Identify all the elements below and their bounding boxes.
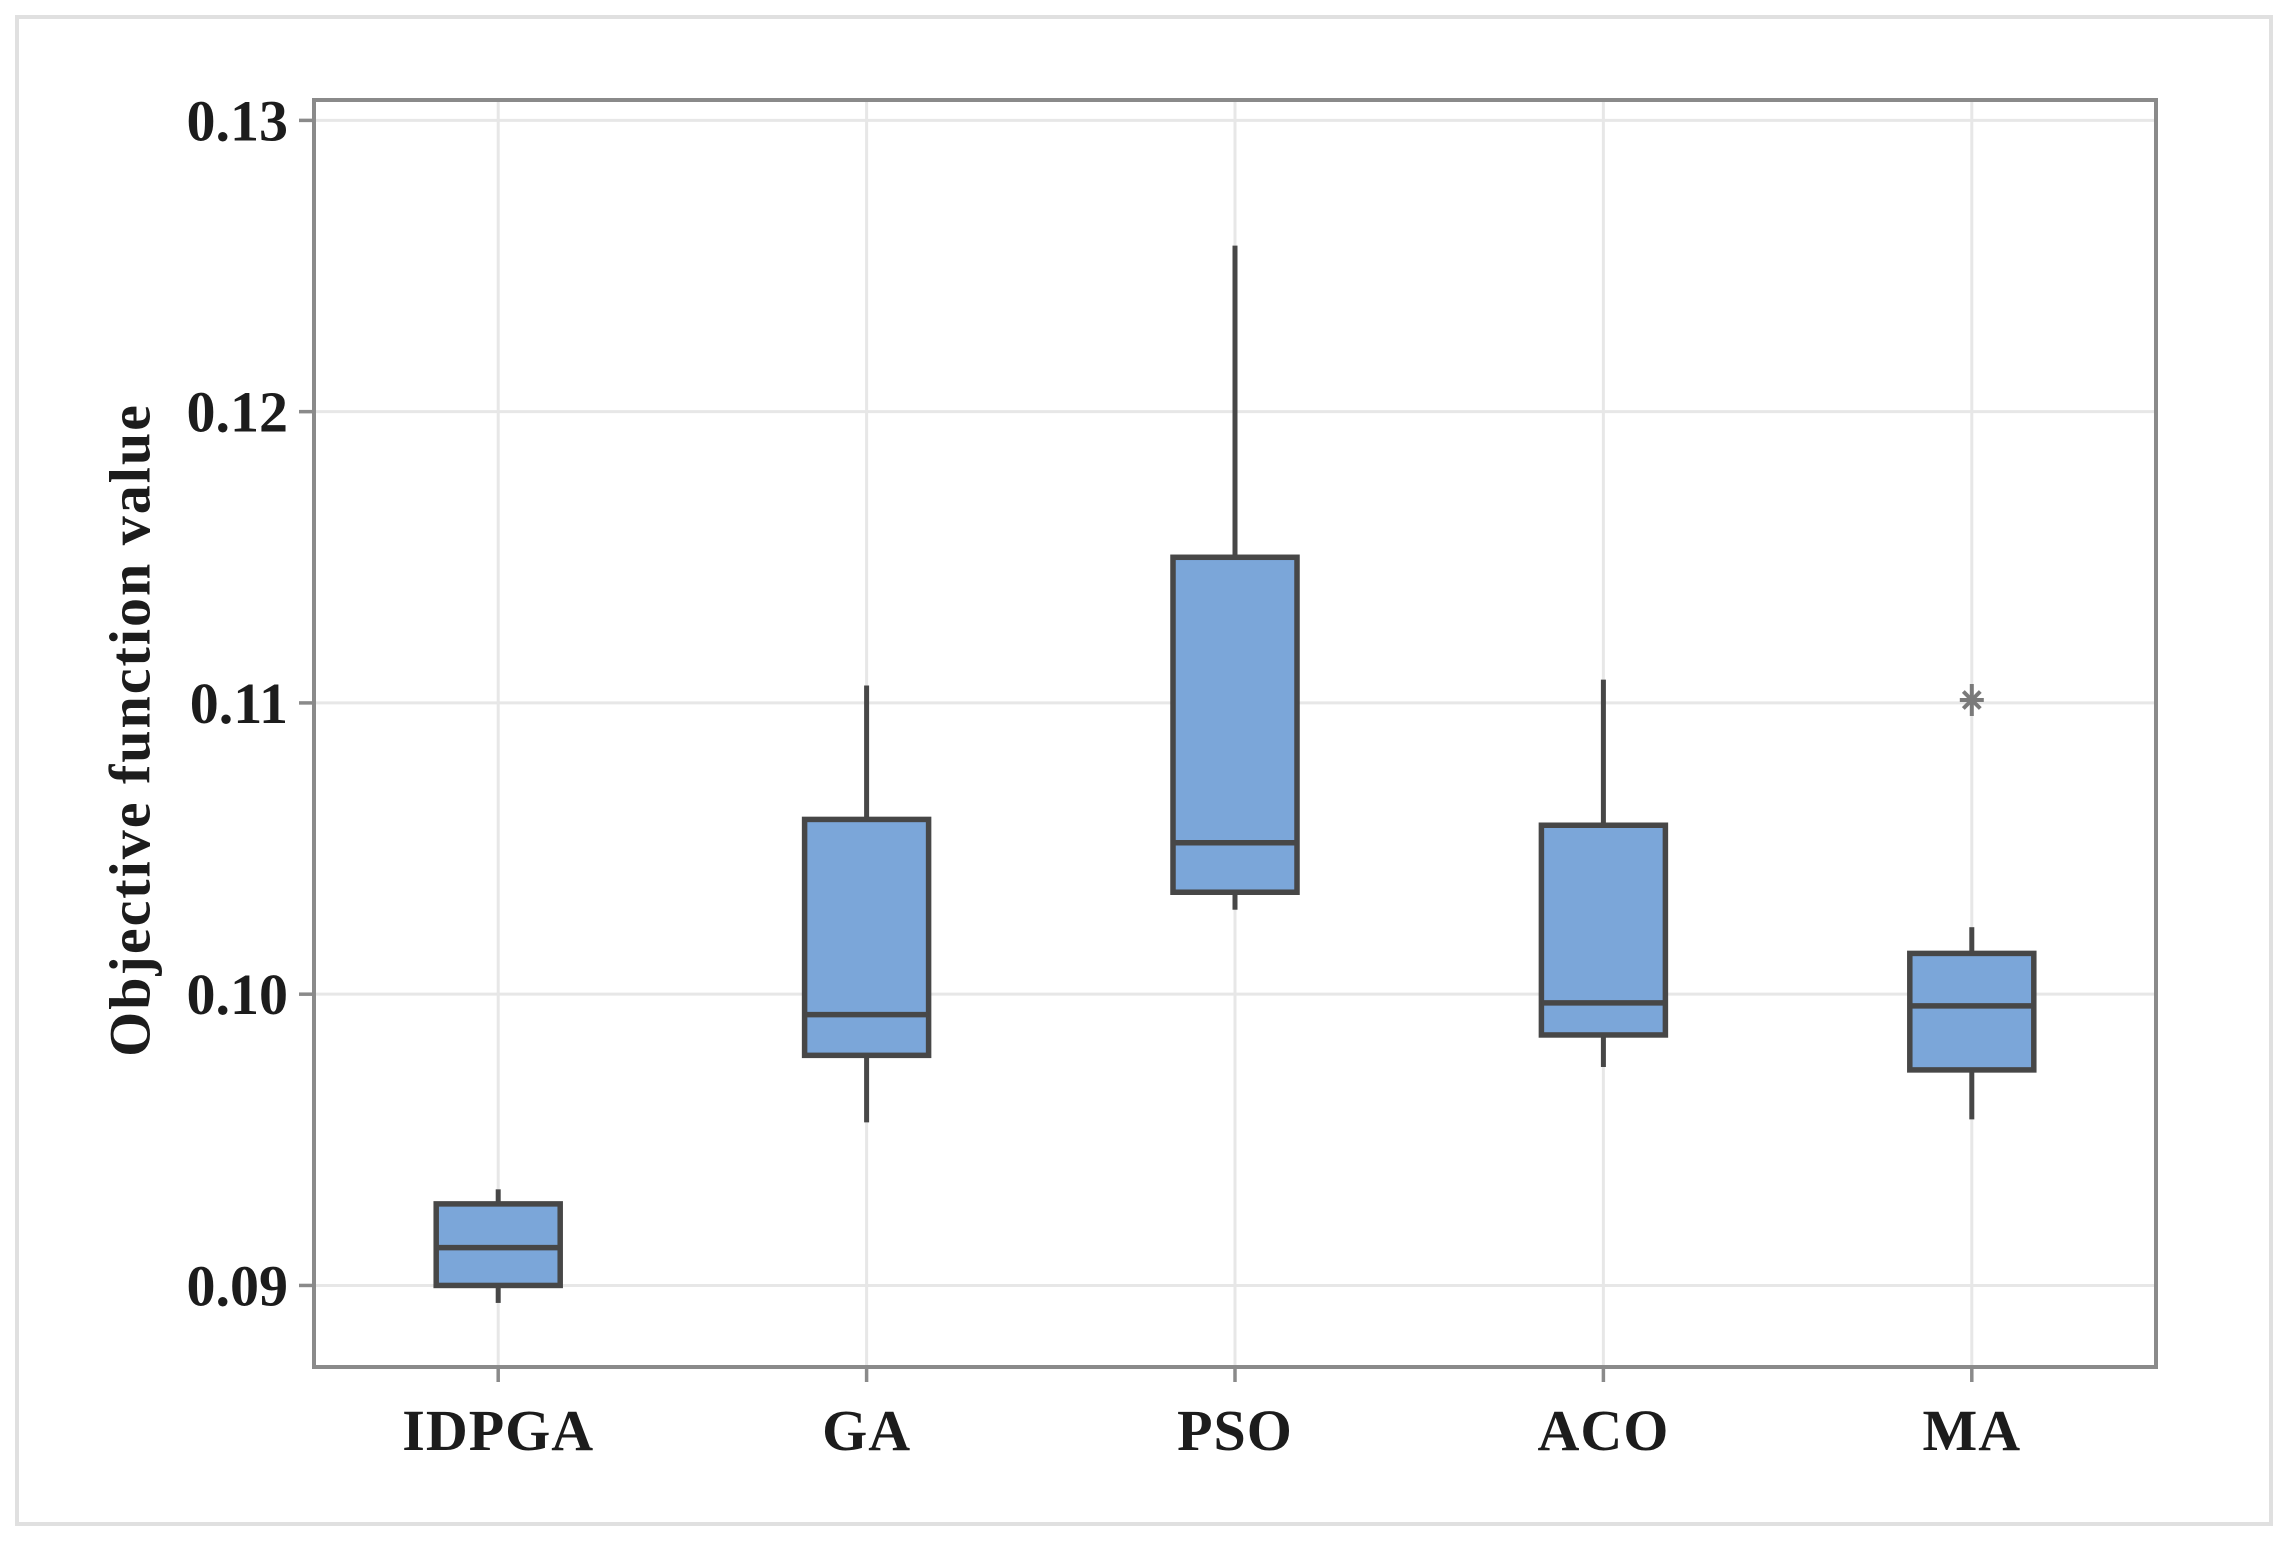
x-category-label: GA [822,1398,911,1463]
outlier-stroke [1961,690,1982,710]
y-tick-label: 0.10 [187,962,289,1027]
y-tick-label: 0.12 [187,380,289,445]
box-ACO [1538,822,1669,1038]
box-MA [1907,950,2037,1073]
box-IDPGA [433,1201,563,1289]
x-category-label: IDPGA [402,1398,594,1463]
box-PSO [1170,554,1300,895]
outlier-marker-MA [1959,684,1984,717]
y-tick-label: 0.11 [190,671,288,736]
y-tick-label: 0.09 [187,1253,289,1318]
box-GA [801,816,932,1059]
y-tick-label: 0.13 [187,88,289,153]
x-category-label: MA [1922,1398,2021,1463]
x-category-label: PSO [1177,1398,1293,1463]
x-category-label: ACO [1537,1398,1669,1463]
